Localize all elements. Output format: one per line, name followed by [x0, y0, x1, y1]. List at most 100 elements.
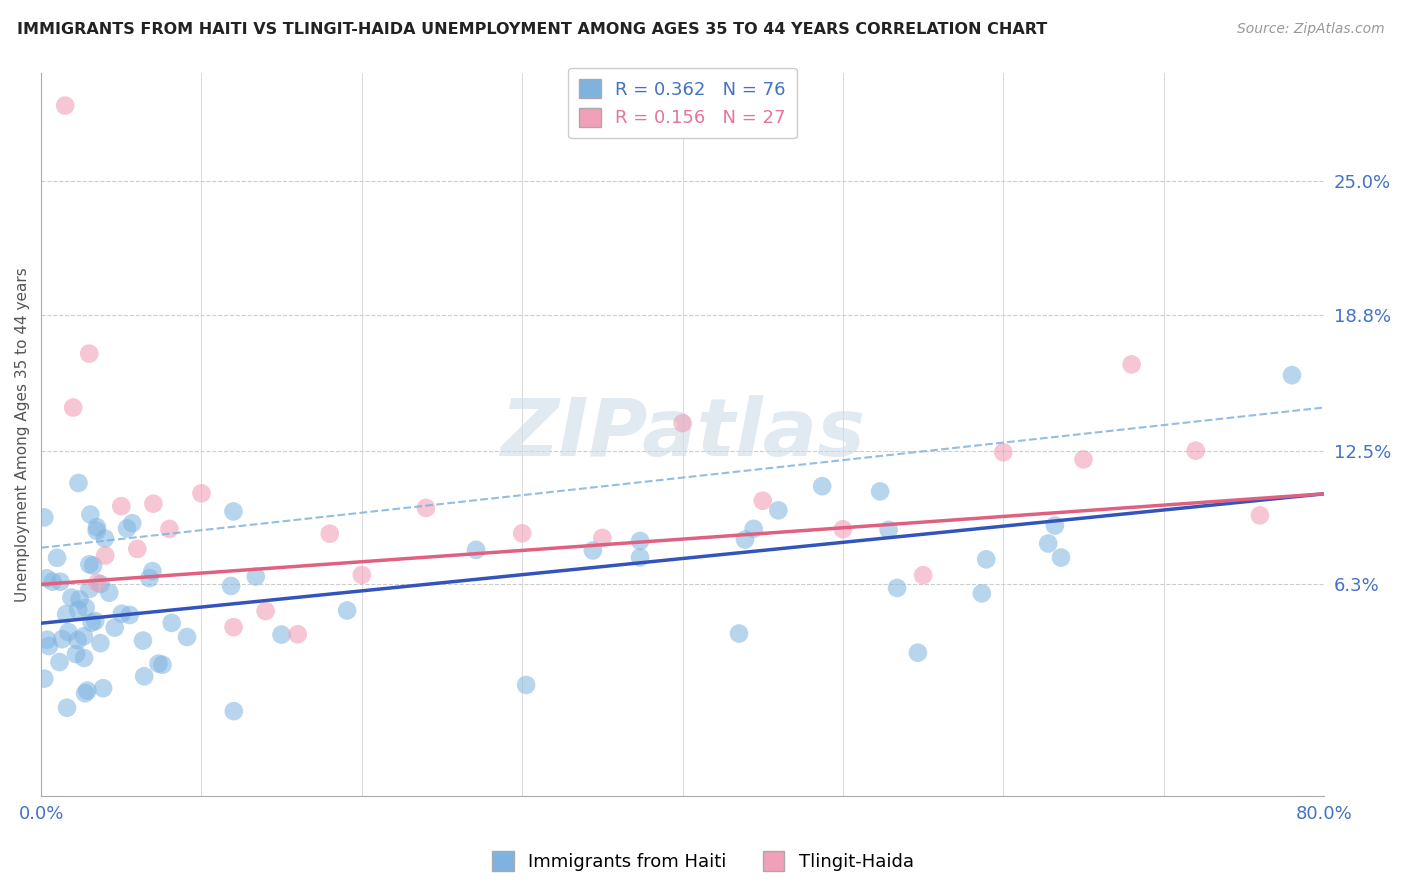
Point [86, 524, 108, 538]
Point [142, 497, 165, 511]
Point [34, 672, 56, 686]
Point [94, 549, 117, 563]
Point [67, 475, 90, 490]
Point [628, 533, 651, 548]
Point [58, 625, 80, 640]
Point [111, 607, 134, 621]
Point [77, 346, 100, 360]
Point [1073, 452, 1095, 467]
Point [245, 569, 267, 583]
Point [350, 567, 373, 582]
Point [134, 669, 156, 683]
Point [515, 678, 537, 692]
Point [415, 500, 437, 515]
Point [336, 603, 359, 617]
Point [110, 499, 132, 513]
Point [974, 552, 997, 566]
Point [671, 416, 693, 430]
Point [1043, 518, 1066, 533]
Point [176, 630, 198, 644]
Point [75, 600, 97, 615]
Point [993, 445, 1015, 459]
Y-axis label: Unemployment Among Ages 35 to 44 years: Unemployment Among Ages 35 to 44 years [15, 267, 30, 602]
Point [60, 591, 83, 605]
Point [35, 571, 58, 585]
Point [94, 532, 117, 546]
Point [37, 632, 59, 647]
Point [190, 486, 212, 500]
Point [76, 683, 98, 698]
Point [751, 493, 773, 508]
Point [66, 633, 89, 648]
Point [69, 592, 91, 607]
Point [510, 526, 533, 541]
Point [98, 585, 121, 599]
Point [38, 639, 60, 653]
Point [628, 550, 651, 565]
Point [34, 510, 56, 524]
Point [91, 681, 114, 696]
Point [1184, 443, 1206, 458]
Point [148, 657, 170, 671]
Point [270, 627, 292, 641]
Point [49, 574, 72, 589]
Point [67, 603, 90, 617]
Point [53, 98, 76, 112]
Point [222, 704, 245, 718]
Point [734, 533, 756, 547]
Point [132, 633, 155, 648]
Point [104, 621, 127, 635]
Point [79, 582, 101, 596]
Point [222, 504, 245, 518]
Point [1121, 358, 1143, 372]
Point [41, 574, 63, 589]
Point [127, 541, 149, 556]
Point [912, 568, 935, 582]
Point [465, 542, 488, 557]
Point [89, 636, 111, 650]
Point [138, 571, 160, 585]
Text: Source: ZipAtlas.com: Source: ZipAtlas.com [1237, 22, 1385, 37]
Point [886, 581, 908, 595]
Point [907, 646, 929, 660]
Point [160, 615, 183, 630]
Point [48, 655, 70, 669]
Point [65, 647, 87, 661]
Point [55, 607, 77, 621]
Point [811, 479, 834, 493]
Text: IMMIGRANTS FROM HAITI VS TLINGIT-HAIDA UNEMPLOYMENT AMONG AGES 35 TO 44 YEARS CO: IMMIGRANTS FROM HAITI VS TLINGIT-HAIDA U… [17, 22, 1047, 37]
Point [90, 577, 112, 591]
Point [1050, 550, 1073, 565]
Point [152, 657, 174, 672]
Point [73, 651, 96, 665]
Point [141, 564, 163, 578]
Point [121, 516, 143, 531]
Point [877, 523, 900, 537]
Point [1038, 536, 1060, 550]
Point [115, 521, 138, 535]
Point [86, 520, 108, 534]
Point [157, 522, 180, 536]
Point [728, 626, 751, 640]
Point [79, 558, 101, 572]
Point [222, 620, 245, 634]
Point [51, 632, 73, 647]
Point [768, 503, 790, 517]
Point [82, 558, 104, 573]
Point [86, 575, 108, 590]
Legend: R = 0.362   N = 76, R = 0.156   N = 27: R = 0.362 N = 76, R = 0.156 N = 27 [568, 68, 797, 138]
Point [73, 629, 96, 643]
Point [287, 627, 309, 641]
Point [79, 508, 101, 522]
Point [591, 531, 613, 545]
Point [254, 604, 277, 618]
Point [742, 522, 765, 536]
Point [582, 543, 605, 558]
Point [80, 615, 103, 630]
Point [319, 526, 342, 541]
Point [869, 484, 891, 499]
Text: ZIPatlas: ZIPatlas [501, 395, 865, 474]
Point [970, 586, 993, 600]
Point [84, 614, 107, 628]
Point [118, 607, 141, 622]
